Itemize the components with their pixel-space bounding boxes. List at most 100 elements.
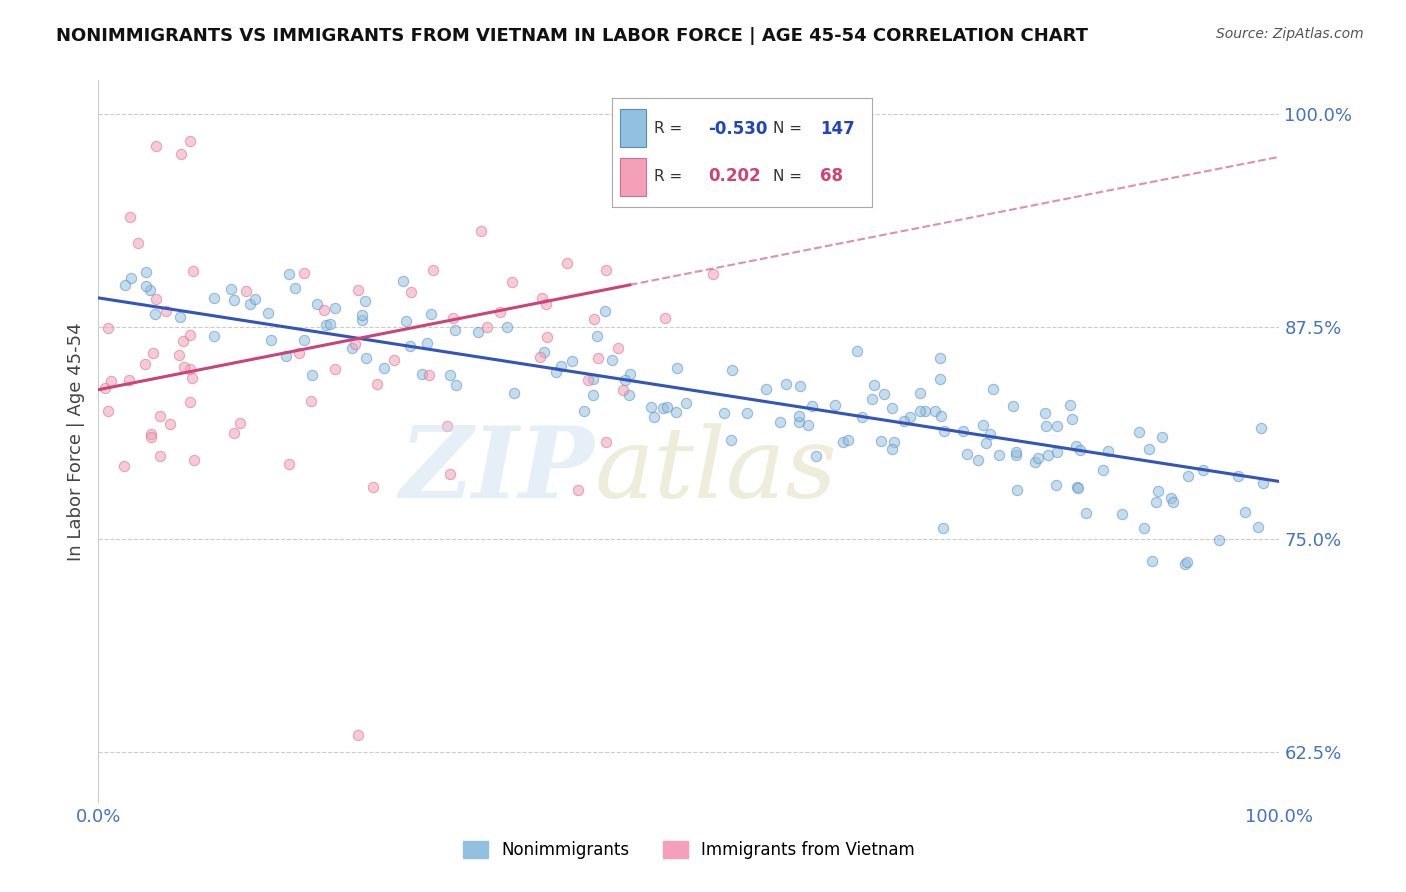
Point: [361, 481, 384, 495]
Point: [315, 318, 337, 332]
Text: ZIP: ZIP: [399, 422, 595, 518]
Point: [640, 401, 662, 415]
Point: [239, 297, 262, 311]
Point: [1147, 483, 1170, 498]
Point: [721, 363, 744, 377]
Point: [1152, 429, 1174, 443]
Point: [139, 283, 162, 297]
Point: [880, 442, 903, 456]
Point: [860, 392, 883, 406]
Point: [775, 376, 797, 391]
Point: [305, 297, 328, 311]
Point: [347, 283, 370, 297]
Point: [179, 395, 201, 409]
Point: [243, 292, 266, 306]
Point: [534, 297, 557, 311]
Point: [100, 374, 122, 388]
Point: [97, 403, 120, 417]
Point: [1064, 439, 1087, 453]
Point: [170, 147, 193, 161]
Point: [702, 267, 724, 281]
Point: [439, 368, 461, 382]
Point: [612, 383, 634, 397]
Point: [544, 366, 567, 380]
Point: [127, 235, 149, 250]
Point: [529, 350, 551, 364]
Point: [1059, 398, 1081, 412]
Point: [419, 307, 441, 321]
Point: [1092, 463, 1115, 477]
Point: [787, 415, 810, 429]
Point: [789, 379, 811, 393]
Point: [536, 330, 558, 344]
Point: [173, 359, 195, 374]
Point: [114, 278, 136, 293]
Point: [832, 435, 855, 450]
Point: [1208, 533, 1230, 547]
Point: [399, 339, 422, 353]
Point: [1035, 419, 1057, 434]
Point: [1005, 483, 1028, 497]
Point: [143, 307, 166, 321]
Point: [586, 351, 609, 365]
Point: [1247, 520, 1270, 534]
Point: [561, 353, 583, 368]
Point: [979, 427, 1001, 442]
Y-axis label: In Labor Force | Age 45-54: In Labor Force | Age 45-54: [66, 322, 84, 561]
Point: [135, 265, 157, 279]
Point: [1173, 557, 1195, 571]
Point: [139, 426, 162, 441]
Point: [118, 211, 141, 225]
Point: [441, 311, 464, 326]
Point: [614, 374, 637, 388]
Legend: Nonimmigrants, Immigrants from Vietnam: Nonimmigrants, Immigrants from Vietnam: [463, 841, 915, 860]
Point: [870, 434, 893, 449]
Point: [299, 393, 322, 408]
Point: [155, 304, 177, 318]
Point: [278, 267, 301, 281]
Point: [987, 448, 1010, 462]
Point: [202, 328, 225, 343]
Point: [319, 318, 342, 332]
Point: [418, 368, 440, 382]
Point: [257, 306, 280, 320]
Point: [181, 264, 204, 278]
Point: [94, 381, 117, 395]
Point: [800, 399, 823, 413]
Point: [142, 345, 165, 359]
Point: [350, 313, 373, 327]
Point: [929, 351, 952, 365]
Point: [654, 311, 676, 326]
Point: [323, 362, 346, 376]
Point: [1067, 481, 1090, 495]
Point: [643, 410, 665, 425]
Point: [1160, 491, 1182, 505]
Point: [1133, 521, 1156, 535]
Point: [145, 292, 167, 306]
Text: NONIMMIGRANTS VS IMMIGRANTS FROM VIETNAM IN LABOR FORCE | AGE 45-54 CORRELATION : NONIMMIGRANTS VS IMMIGRANTS FROM VIETNAM…: [56, 27, 1088, 45]
Point: [952, 424, 974, 438]
Point: [787, 409, 810, 424]
Point: [1002, 400, 1025, 414]
Point: [97, 320, 120, 334]
Point: [202, 291, 225, 305]
Point: [179, 328, 201, 343]
Point: [1226, 468, 1249, 483]
Point: [411, 367, 433, 381]
Text: Source: ZipAtlas.com: Source: ZipAtlas.com: [1216, 27, 1364, 41]
Point: [924, 403, 946, 417]
Point: [274, 349, 297, 363]
Point: [314, 303, 336, 318]
Point: [277, 457, 299, 471]
Point: [1038, 448, 1060, 462]
Point: [167, 348, 190, 362]
Point: [1111, 507, 1133, 521]
Point: [1177, 468, 1199, 483]
Point: [1137, 442, 1160, 456]
Point: [444, 323, 467, 337]
Point: [530, 292, 553, 306]
Point: [219, 282, 242, 296]
Point: [737, 406, 759, 420]
Point: [796, 418, 818, 433]
Point: [467, 325, 489, 339]
